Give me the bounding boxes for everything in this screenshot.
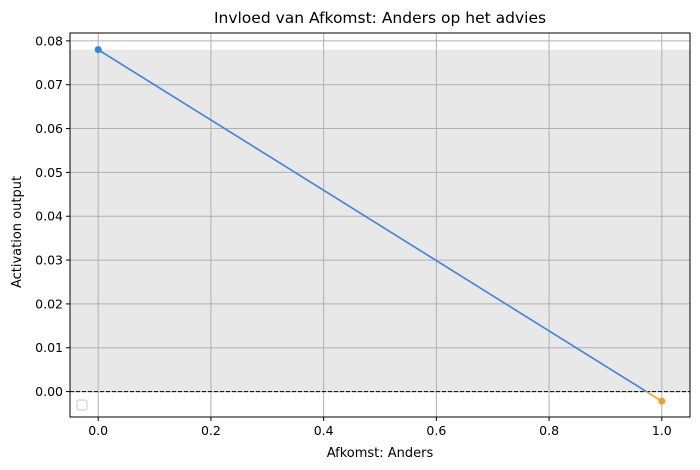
x-tick-label-5: 1.0 [652,423,672,438]
y-tick-label-5: 0.05 [35,165,63,180]
chart-title: Invloed van Afkomst: Anders op het advie… [214,9,546,27]
y-axis-label: Activation output [10,176,25,288]
y-tick-label-2: 0.02 [35,296,63,311]
y-tick-label-6: 0.06 [35,121,63,136]
shaded-band [70,49,690,392]
legend-box [76,399,88,411]
y-tick-label-4: 0.04 [35,209,63,224]
x-tick-label-2: 0.4 [314,423,334,438]
x-tick-label-4: 0.8 [539,423,559,438]
y-tick-label-8: 0.08 [35,33,63,48]
x-tick-label-3: 0.6 [426,423,446,438]
y-tick-label-3: 0.03 [35,253,63,268]
series-line-positive [97,48,647,393]
data-point-0 [94,46,102,54]
x-tick-label-0: 0.0 [88,423,108,438]
axes-frame [69,32,691,418]
x-axis-label: Afkomst: Anders [327,446,434,461]
y-tick-label-7: 0.07 [35,77,63,92]
y-tick-label-1: 0.01 [35,340,63,355]
y-tick-label-0: 0.00 [35,384,63,399]
plot-area: 0.0 0.2 0.4 0.6 0.8 1.0 0.00 0.01 0.02 0.03 0.04 0.… [35,32,691,438]
data-point-1 [658,397,666,405]
x-tick-label-1: 0.2 [201,423,221,438]
